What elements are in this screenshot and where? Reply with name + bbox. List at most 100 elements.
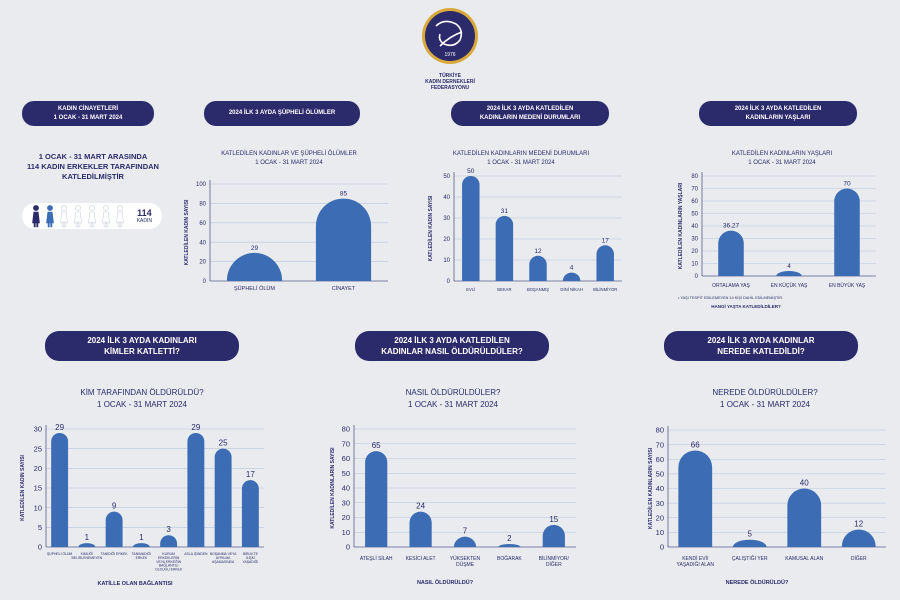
chart-yaslar: KATLEDİLEN KADINLARIN YAŞLARI 1 OCAK - 31…	[677, 150, 876, 309]
figure-leg	[89, 221, 92, 228]
bar	[529, 255, 547, 281]
y-tick-label: 70	[691, 187, 698, 193]
pill-yaslar: 2024 İLK 3 AYDA KATLEDİLEN KADINLARIN YA…	[699, 101, 857, 126]
bar-value-label: 3	[166, 525, 171, 534]
y-tick-label: 100	[196, 182, 207, 188]
x-category-label-line: KİMLİĞİ	[81, 551, 93, 556]
people-count-unit: KADIN	[136, 218, 152, 224]
bar-value-label: 12	[854, 519, 863, 528]
y-tick-label: 20	[34, 464, 42, 473]
y-tick-label: 25	[34, 444, 42, 453]
bar	[462, 176, 480, 281]
y-tick-label: 10	[443, 258, 450, 264]
bar-value-label: 29	[251, 245, 259, 252]
chart-title-line: KATLEDİLEN KADINLARIN MEDENİ DURUMLARI	[453, 150, 590, 157]
x-category-label: KAMUSAL ALAN	[785, 556, 823, 562]
figure-leg	[117, 221, 120, 228]
chart-title-line: 1 OCAK - 31 MART 2024	[720, 400, 811, 409]
x-category-label: BOŞANMA VEYA AYRILMA AŞAMASINDA	[210, 552, 237, 564]
x-category-label-line: YÜKSEKTEN	[450, 555, 481, 562]
y-axis-label: KATLEDİLEN KADINLARIN SAYISI	[647, 447, 654, 529]
y-tick-label: 40	[443, 195, 450, 201]
bar-value-label: 1	[139, 533, 144, 542]
woman-figure-icon	[74, 205, 82, 228]
figure-body	[46, 211, 54, 224]
bar	[834, 188, 860, 276]
people-count-number: 114	[137, 208, 152, 218]
y-tick-label: 60	[691, 199, 698, 205]
bar-value-label: 65	[372, 441, 381, 450]
woman-figure-icon	[32, 205, 40, 228]
chart-note-question: HANGİ YAŞTA KATLEDİLDİLER?	[711, 303, 781, 309]
bar	[498, 544, 521, 547]
y-tick-label: 0	[447, 279, 451, 285]
y-tick-label: 20	[443, 237, 450, 243]
figure-body	[74, 211, 82, 224]
chart-title-line: 1 OCAK - 31 MART 2024	[255, 160, 323, 166]
people-figures-bar: 114 KADIN	[22, 203, 162, 229]
x-category-label-line: DİĞER	[546, 561, 562, 568]
people-count: 114 KADIN	[137, 208, 152, 224]
bar	[105, 511, 123, 547]
x-category-label: YÜKSEKTEN DÜŞME	[450, 555, 481, 568]
y-tick-label: 20	[342, 513, 350, 522]
pill-1-line-2: 1 OCAK - 31 MART 2024	[53, 114, 123, 121]
y-tick-label: 40	[656, 484, 664, 493]
figure-head	[117, 205, 123, 211]
y-tick-label: 80	[342, 425, 350, 434]
bar-value-label: 24	[416, 502, 425, 511]
figure-body	[60, 211, 68, 224]
pill-6-line-2: KADINLAR NASIL ÖLDÜRÜLDÜLER?	[381, 347, 523, 356]
bar	[409, 511, 432, 547]
summary-text: 1 OCAK - 31 MART ARASINDA 114 KADIN ERKE…	[18, 152, 168, 182]
y-tick-label: 40	[199, 240, 206, 246]
pill-nerede-katledildi: 2024 İLK 3 AYDA KADINLAR NEREDE KATLEDİL…	[664, 331, 858, 361]
y-tick-label: 30	[656, 499, 664, 508]
x-category-label-line: BİRLİKTE	[243, 551, 259, 556]
y-tick-label: 30	[34, 425, 42, 434]
chart-nasil-olduruldu: NASIL ÖLDÜRÜLDÜLER? 1 OCAK - 31 MART 2024…	[329, 388, 576, 586]
pill-nasil-olduruldu: 2024 İLK 3 AYDA KATLEDİLEN KADINLAR NASI…	[355, 331, 549, 361]
x-category-label: BOĞARAK	[497, 555, 522, 562]
x-category-label: KESİCİ ALET	[406, 555, 436, 562]
bar	[315, 198, 372, 281]
x-category-label: KENDİ EVİ/YAŞADIĞI ALAN	[677, 555, 715, 568]
pill-kimler-katletti: 2024 İLK 3 AYDA KADINLARI KİMLER KATLETT…	[45, 331, 239, 361]
y-tick-label: 0	[695, 274, 699, 280]
x-category-label-line: YAŞADIĞI ALAN	[677, 561, 715, 568]
y-tick-label: 80	[199, 202, 206, 208]
people-figures	[32, 205, 124, 228]
figure-body	[102, 211, 110, 224]
figure-leg	[50, 221, 53, 228]
y-tick-label: 40	[342, 484, 350, 493]
figure-leg	[103, 221, 106, 228]
x-category-label: CİNAYET	[332, 285, 356, 292]
chart-title-line: NEREDE ÖLDÜRÜLDÜLER?	[712, 388, 818, 397]
bar	[160, 535, 178, 547]
y-tick-label: 80	[656, 426, 664, 435]
chart-nerede-olduruldu: NEREDE ÖLDÜRÜLDÜLER? 1 OCAK - 31 MART 202…	[647, 388, 886, 586]
pill-3-line-2: KADINLARIN MEDENİ DURUMLARI	[479, 114, 581, 121]
logo-year: 1976	[444, 52, 455, 58]
x-category-label-line: BİLİNMİYOR/	[539, 555, 570, 562]
x-axis-label: KATİLLE OLAN BAĞLANTISI	[97, 579, 173, 587]
x-category-label: ATEŞLİ SİLAH	[360, 555, 393, 562]
pill-7-line-1: 2024 İLK 3 AYDA KADINLAR	[707, 336, 815, 345]
x-category-label-line: İLİŞKİ	[246, 555, 255, 560]
bar	[596, 245, 614, 281]
x-category-label-line: ERKEK	[136, 556, 148, 560]
y-tick-label: 50	[656, 470, 664, 479]
bar	[678, 450, 713, 547]
x-category-label-line: BOŞANMA VEYA	[210, 552, 237, 556]
y-tick-label: 0	[346, 543, 350, 552]
x-category-label: ÇALIŞTIĞI YER	[732, 555, 768, 562]
pill-1-line-1: KADIN CİNAYETLERİ	[57, 105, 119, 112]
pill-6-line-1: 2024 İLK 3 AYDA KATLEDİLEN	[394, 336, 510, 345]
pill-4-line-2: KADINLARIN YAŞLARI	[745, 114, 811, 121]
chart-title-line: KATLEDİLEN KADINLAR VE ŞÜPHELİ ÖLÜMLER	[221, 150, 357, 157]
y-tick-label: 20	[691, 249, 698, 255]
x-category-label-line: AŞAMASINDA	[212, 560, 235, 564]
figure-leg	[75, 221, 78, 228]
bar	[732, 539, 767, 547]
logo-emblem-icon: 1976	[422, 8, 478, 64]
